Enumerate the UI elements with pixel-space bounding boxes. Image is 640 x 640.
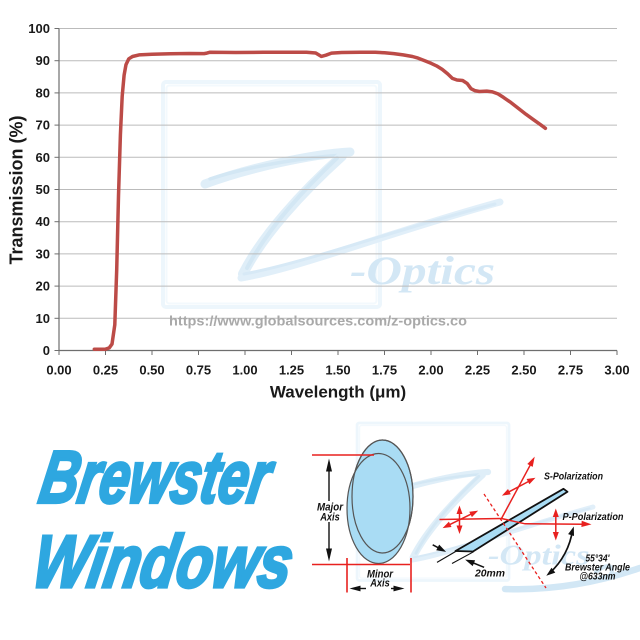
svg-text:S-Polarization: S-Polarization — [544, 472, 603, 483]
svg-text:3.00: 3.00 — [604, 363, 629, 378]
svg-text:Major: Major — [317, 502, 344, 514]
svg-text:https://www.globalsources.com/: https://www.globalsources.com/z-optics.c… — [169, 314, 467, 329]
svg-text:70: 70 — [36, 118, 50, 133]
svg-text:Axis: Axis — [319, 512, 339, 524]
svg-text:Minor: Minor — [367, 568, 394, 580]
svg-text:1.50: 1.50 — [325, 363, 350, 378]
svg-text:50: 50 — [36, 182, 50, 197]
svg-text:20mm: 20mm — [474, 569, 505, 580]
svg-text:@633nm: @633nm — [580, 572, 616, 583]
svg-text:0.25: 0.25 — [93, 363, 118, 378]
svg-text:P-Polarization: P-Polarization — [563, 512, 624, 523]
svg-text:0.50: 0.50 — [139, 363, 164, 378]
svg-text:100: 100 — [28, 21, 50, 36]
svg-text:Transmission (%): Transmission (%) — [7, 115, 27, 264]
svg-text:Brewster Angle: Brewster Angle — [565, 563, 630, 574]
svg-text:30: 30 — [36, 246, 50, 261]
svg-text:20: 20 — [36, 279, 50, 294]
svg-text:60: 60 — [36, 150, 50, 165]
svg-text:0.00: 0.00 — [46, 363, 71, 378]
svg-text:2.50: 2.50 — [511, 363, 536, 378]
svg-text:2.00: 2.00 — [418, 363, 443, 378]
svg-text:1.25: 1.25 — [279, 363, 304, 378]
svg-text:0: 0 — [43, 343, 50, 358]
svg-text:1.75: 1.75 — [372, 363, 397, 378]
svg-text:10: 10 — [36, 311, 50, 326]
svg-text:1.00: 1.00 — [232, 363, 257, 378]
svg-text:2.25: 2.25 — [465, 363, 490, 378]
svg-text:Windows: Windows — [27, 520, 300, 603]
svg-text:55°34': 55°34' — [586, 554, 611, 565]
svg-text:0.75: 0.75 — [186, 363, 211, 378]
svg-text:90: 90 — [36, 53, 50, 68]
svg-text:Wavelength (μm): Wavelength (μm) — [270, 383, 406, 402]
svg-text:40: 40 — [36, 214, 50, 229]
svg-text:Axis: Axis — [369, 578, 389, 590]
svg-text:2.75: 2.75 — [558, 363, 583, 378]
svg-text:Brewster: Brewster — [34, 435, 281, 518]
svg-text:80: 80 — [36, 85, 50, 100]
